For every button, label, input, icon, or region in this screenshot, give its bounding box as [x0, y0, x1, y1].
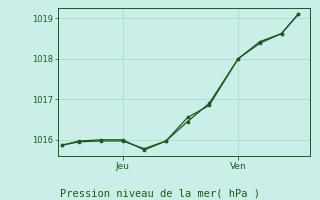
Text: Pression niveau de la mer( hPa ): Pression niveau de la mer( hPa ) [60, 188, 260, 198]
